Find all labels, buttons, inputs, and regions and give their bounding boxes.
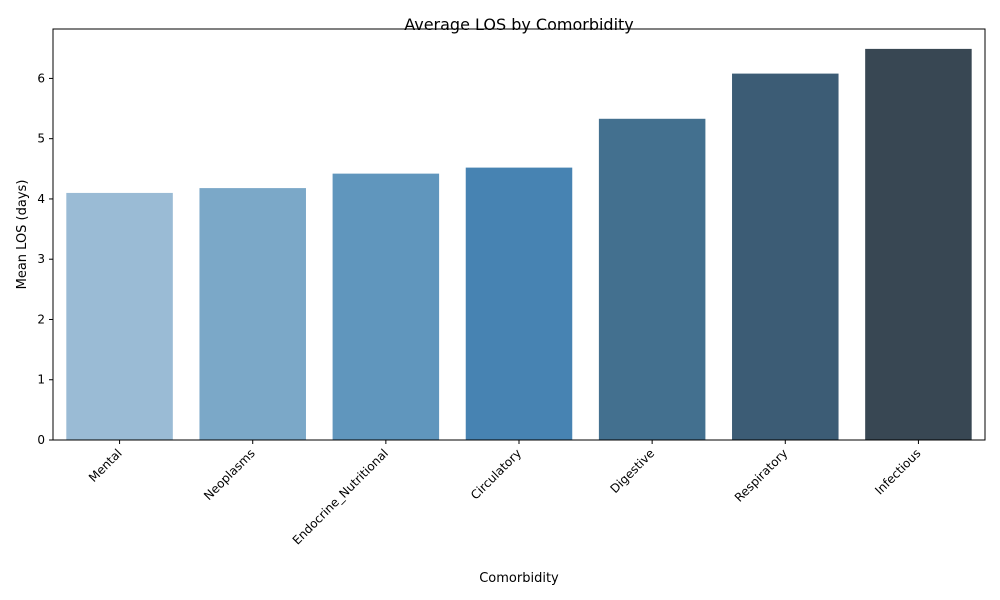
bar-respiratory (732, 73, 839, 440)
y-tick-label: 4 (37, 192, 45, 206)
bar-endocrine-nutritional (332, 173, 440, 440)
bar-digestive (598, 118, 706, 440)
x-axis-label: Comorbidity (479, 571, 559, 586)
bars-group (66, 48, 972, 441)
bar-neoplasms (199, 188, 306, 440)
y-axis: 0 1 2 3 4 5 6 (37, 71, 53, 447)
y-tick-label: 5 (37, 132, 45, 146)
chart-title: Average LOS by Comorbidity (404, 15, 634, 34)
y-axis-label: Mean LOS (days) (15, 180, 30, 290)
plot-frame (52, 28, 986, 441)
y-tick-label: 2 (37, 312, 45, 326)
y-tick-label: 0 (37, 433, 45, 447)
y-tick-label: 1 (37, 373, 45, 387)
bar-infectious (865, 48, 972, 440)
bar-circulatory (465, 167, 573, 441)
bar-mental (66, 192, 173, 440)
y-tick-label: 6 (37, 71, 45, 85)
y-tick-label: 3 (37, 252, 45, 266)
